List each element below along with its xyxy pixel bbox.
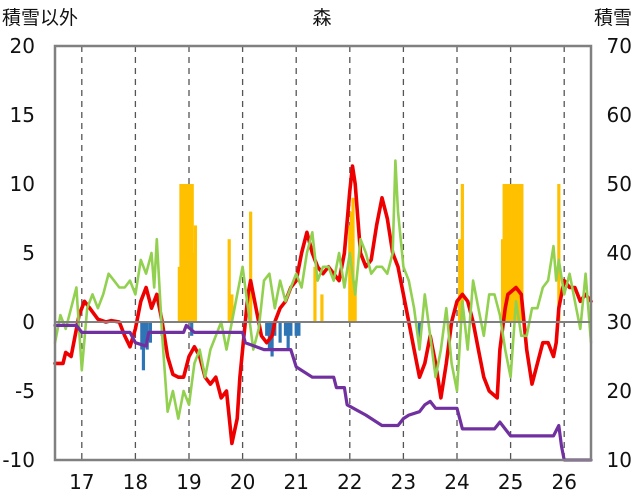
right-axis-title: 積雪 bbox=[594, 7, 632, 29]
bar-orange bbox=[348, 225, 352, 322]
right-axis-ticks: 10 20 30 40 50 60 70 bbox=[607, 34, 632, 472]
right-y-tick-label: 10 bbox=[607, 448, 632, 472]
right-y-tick-label: 40 bbox=[607, 241, 632, 265]
bar-blue bbox=[270, 322, 274, 357]
bar-orange bbox=[518, 184, 522, 322]
bar-orange bbox=[502, 184, 506, 322]
bar-orange bbox=[515, 184, 519, 322]
bar-orange bbox=[510, 184, 514, 322]
bar-orange bbox=[189, 184, 193, 322]
series-line-green bbox=[53, 159, 593, 420]
bar-blue bbox=[265, 322, 269, 336]
right-y-tick-label: 30 bbox=[607, 310, 632, 334]
x-tick-label: 22 bbox=[337, 470, 362, 494]
bar-blue bbox=[278, 322, 282, 343]
bar-blue bbox=[294, 322, 298, 336]
x-tick-label: 18 bbox=[123, 470, 148, 494]
left-y-tick-label: 5 bbox=[22, 241, 35, 265]
chart-title: 森 bbox=[312, 7, 331, 29]
bar-blue bbox=[140, 322, 144, 350]
bar-orange bbox=[230, 294, 234, 322]
bar-blue bbox=[297, 322, 301, 336]
bar-orange bbox=[187, 184, 191, 322]
bar-orange bbox=[227, 239, 231, 322]
bar-orange bbox=[507, 184, 511, 322]
bar-blue bbox=[289, 322, 293, 336]
bar-orange bbox=[513, 184, 518, 322]
bar-blue bbox=[267, 322, 271, 350]
bar-orange bbox=[460, 184, 464, 322]
right-y-tick-label: 60 bbox=[607, 103, 632, 127]
bar-orange bbox=[249, 211, 253, 322]
bar-orange bbox=[320, 294, 324, 322]
bar-blue bbox=[286, 322, 290, 350]
x-tick-label: 17 bbox=[69, 470, 94, 494]
bar-orange bbox=[353, 280, 357, 322]
bar-orange bbox=[193, 225, 198, 322]
bar-blue bbox=[143, 322, 147, 343]
bar-orange bbox=[505, 184, 509, 322]
bar-orange bbox=[177, 266, 181, 322]
bar-marks bbox=[140, 184, 561, 371]
x-tick-label: 26 bbox=[551, 470, 576, 494]
bar-orange bbox=[517, 184, 521, 322]
left-y-tick-label: 15 bbox=[10, 103, 35, 127]
x-axis-ticks: 17 18 19 20 21 22 23 24 25 26 bbox=[69, 470, 577, 494]
x-tick-label: 20 bbox=[230, 470, 255, 494]
bar-orange bbox=[182, 184, 186, 322]
bar-orange bbox=[179, 184, 183, 322]
left-axis-title: 積雪以外 bbox=[2, 7, 78, 29]
plot-frame bbox=[53, 44, 593, 462]
bar-orange bbox=[500, 239, 505, 322]
x-tick-label: 21 bbox=[283, 470, 308, 494]
bar-blue bbox=[417, 322, 422, 343]
x-tick-label: 24 bbox=[444, 470, 469, 494]
bar-orange bbox=[351, 197, 355, 322]
x-tick-label: 25 bbox=[498, 470, 523, 494]
x-tick-label: 19 bbox=[176, 470, 201, 494]
left-axis-ticks: -10 -5 0 5 10 15 20 bbox=[2, 34, 35, 472]
right-y-tick-label: 20 bbox=[607, 379, 632, 403]
left-y-tick-label: 20 bbox=[10, 34, 35, 58]
x-tick-label: 23 bbox=[391, 470, 416, 494]
bar-orange bbox=[504, 184, 508, 322]
left-y-tick-label: -10 bbox=[2, 448, 35, 472]
series-line-purple bbox=[53, 323, 593, 462]
bar-orange bbox=[191, 253, 195, 322]
grid-lines bbox=[81, 46, 565, 460]
left-y-tick-label: 10 bbox=[10, 172, 35, 196]
bar-blue bbox=[283, 322, 288, 336]
left-y-tick-label: -5 bbox=[15, 379, 35, 403]
bar-orange bbox=[512, 184, 516, 322]
bar-orange bbox=[313, 266, 317, 322]
bar-orange bbox=[184, 184, 188, 322]
right-y-tick-label: 70 bbox=[607, 34, 632, 58]
bar-orange bbox=[458, 239, 462, 322]
bar-orange bbox=[520, 184, 524, 322]
bar-orange bbox=[509, 184, 513, 322]
bar-orange bbox=[180, 184, 185, 322]
right-y-tick-label: 50 bbox=[607, 172, 632, 196]
series-lines bbox=[53, 159, 593, 462]
bar-orange bbox=[185, 184, 189, 322]
bar-orange bbox=[557, 184, 561, 322]
left-y-tick-label: 0 bbox=[22, 310, 35, 334]
